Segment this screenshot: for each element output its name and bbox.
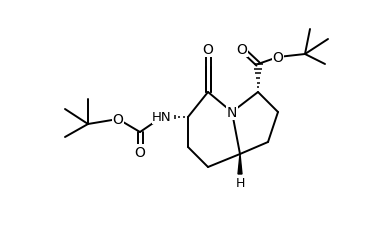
Text: O: O — [113, 112, 124, 126]
Text: O: O — [273, 51, 284, 65]
Text: O: O — [202, 43, 213, 57]
Text: N: N — [227, 106, 237, 119]
Text: H: H — [235, 177, 245, 190]
Text: O: O — [237, 43, 247, 57]
Text: HN: HN — [152, 111, 172, 124]
Text: O: O — [135, 145, 145, 159]
Polygon shape — [238, 154, 242, 174]
